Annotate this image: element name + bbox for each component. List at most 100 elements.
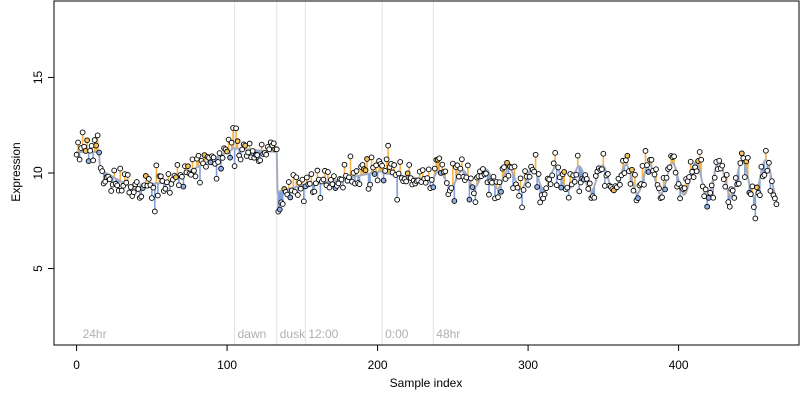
- data-point: [430, 184, 437, 191]
- data-point: [356, 181, 363, 187]
- data-point: [73, 151, 80, 158]
- data-point: [737, 160, 744, 166]
- data-point: [744, 154, 751, 161]
- data-point: [403, 178, 410, 185]
- data-point: [425, 166, 432, 173]
- data-point: [91, 137, 98, 143]
- data-point: [443, 180, 450, 186]
- data-point: [331, 173, 337, 179]
- data-point: [76, 156, 83, 163]
- data-point: [367, 181, 373, 188]
- data-point: [439, 161, 446, 168]
- data-point: [585, 186, 592, 192]
- data-point: [754, 184, 760, 191]
- data-point: [648, 156, 655, 163]
- data-point: [761, 172, 768, 178]
- data-point: [373, 162, 379, 169]
- data-point: [258, 141, 265, 148]
- data-point: [621, 170, 628, 176]
- data-point: [583, 176, 590, 182]
- data-point: [472, 199, 479, 205]
- data-point: [645, 169, 652, 175]
- data-point: [451, 198, 458, 204]
- data-point: [624, 152, 631, 159]
- annotation-labels-layer: 24hr dawn dusk 12:00 0:00 48hr: [83, 327, 461, 341]
- data-point: [617, 181, 623, 188]
- data-point: [276, 206, 283, 213]
- data-point: [496, 179, 503, 186]
- data-point: [550, 160, 557, 167]
- data-point: [216, 150, 223, 156]
- y-axis: 5 10 15: [31, 70, 55, 272]
- data-point: [522, 168, 528, 174]
- data-point: [338, 176, 345, 183]
- data-point: [148, 195, 155, 201]
- data-point: [85, 158, 92, 164]
- data-point: [532, 151, 539, 158]
- data-point: [731, 195, 738, 201]
- data-point: [490, 173, 497, 180]
- data-point: [287, 194, 294, 201]
- data-point: [766, 159, 772, 166]
- data-point: [671, 153, 677, 160]
- data-point: [711, 174, 718, 181]
- data-point: [307, 180, 313, 187]
- data-point: [591, 194, 598, 201]
- data-point: [749, 183, 756, 190]
- data-point: [406, 162, 413, 168]
- data-point: [362, 167, 369, 174]
- data-point: [763, 147, 769, 154]
- data-point: [99, 168, 106, 174]
- data-point: [641, 181, 647, 188]
- data-point: [541, 191, 548, 198]
- data-point: [681, 185, 688, 191]
- x-tick-label: 400: [669, 358, 689, 372]
- data-point: [394, 196, 401, 203]
- data-point: [571, 178, 578, 185]
- data-point: [687, 158, 694, 165]
- data-point: [564, 184, 571, 191]
- data-point: [210, 154, 217, 161]
- data-point: [219, 155, 226, 161]
- data-point: [249, 148, 256, 154]
- data-point: [111, 167, 118, 174]
- data-point: [663, 174, 670, 181]
- data-point: [519, 204, 525, 211]
- data-point: [173, 174, 179, 181]
- data-point: [341, 161, 348, 168]
- data-point: [772, 195, 778, 202]
- data-point: [656, 185, 662, 192]
- data-point: [299, 176, 306, 183]
- data-point: [124, 172, 131, 178]
- data-point: [708, 182, 715, 189]
- data-point: [297, 185, 304, 192]
- data-point: [127, 184, 134, 190]
- data-point: [224, 148, 230, 155]
- data-point: [419, 167, 426, 173]
- data-point: [555, 164, 562, 171]
- data-point: [242, 142, 248, 149]
- data-point: [96, 149, 103, 156]
- data-point: [397, 159, 404, 165]
- data-point: [340, 184, 346, 191]
- data-point: [662, 186, 668, 193]
- data-point: [483, 170, 489, 177]
- data-point: [87, 147, 93, 154]
- data-point: [702, 186, 709, 193]
- data-point: [764, 167, 771, 174]
- data-point: [79, 129, 86, 136]
- data-point: [227, 154, 233, 161]
- y-tick-label: 5: [31, 265, 45, 272]
- data-point: [346, 174, 352, 181]
- data-point: [552, 149, 559, 156]
- data-point: [293, 174, 300, 181]
- data-point: [489, 179, 495, 186]
- data-point: [719, 162, 726, 169]
- data-point: [213, 175, 220, 182]
- data-point: [75, 139, 81, 146]
- data-point: [553, 182, 560, 189]
- data-point: [741, 174, 748, 180]
- x-axis: 0 100 200 300 400: [73, 344, 689, 372]
- data-point: [466, 196, 473, 203]
